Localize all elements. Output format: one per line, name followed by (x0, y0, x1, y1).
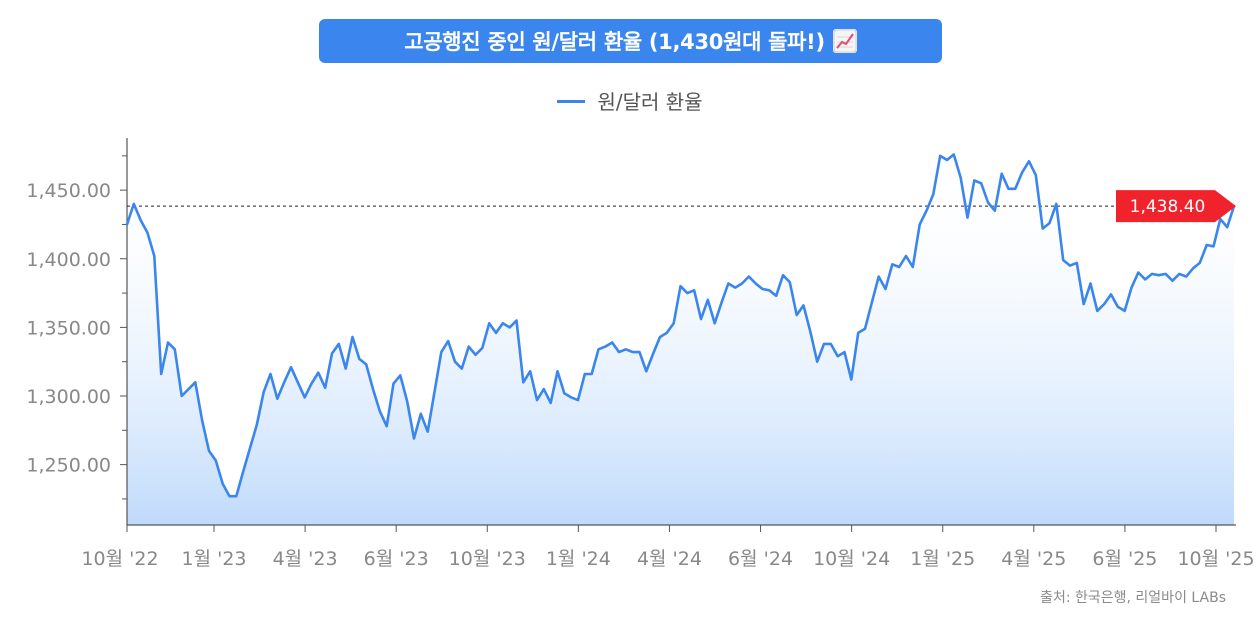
area-fill (127, 154, 1234, 525)
y-tick-label: 1,300.00 (26, 386, 111, 408)
y-tick-label: 1,250.00 (26, 455, 111, 477)
chart-title-box: 고공행진 중인 원/달러 환율 (1,430원대 돌파!) (319, 19, 942, 63)
x-tick-label: 6월 '23 (364, 548, 429, 570)
y-tick-label: 1,350.00 (26, 317, 111, 339)
chart-legend: 원/달러 환율 (0, 86, 1260, 115)
x-tick-label: 1월 '24 (546, 548, 611, 570)
chart-increasing-icon (832, 29, 857, 53)
x-tick-label: 10월 '24 (813, 548, 890, 570)
legend-swatch (557, 100, 586, 103)
x-tick-label: 1월 '23 (181, 548, 246, 570)
x-tick-label: 10월 '25 (1177, 548, 1254, 570)
current-value-badge (1116, 190, 1236, 223)
source-note: 출처: 한국은행, 리얼바이 LABs (1040, 590, 1226, 606)
x-tick-label: 4월 '24 (637, 548, 702, 570)
legend-label: 원/달러 환율 (597, 90, 703, 114)
x-tick-label: 4월 '25 (1001, 548, 1066, 570)
y-tick-label: 1,450.00 (26, 180, 111, 202)
y-tick-label: 1,400.00 (26, 249, 111, 271)
y-ticks: 1,250.00 1,300.00 1,350.00 1,400.00 1,450.00 (26, 155, 127, 500)
x-tick-label: 6월 '25 (1092, 548, 1157, 570)
current-value-label: 1,438.40 (1130, 197, 1206, 217)
series-line-krw-usd (125, 153, 1236, 498)
x-tick-label: 4월 '23 (273, 548, 338, 570)
x-tick-label: 6월 '24 (728, 548, 793, 570)
x-tick-label: 10월 '23 (449, 548, 526, 570)
x-tick-label: 10월 '22 (81, 548, 158, 570)
x-ticks: 10월 '22 1월 '23 4월 '23 6월 '23 10월 '23 1월 '24 4월… (81, 525, 1255, 570)
chart-title: 고공행진 중인 원/달러 환율 (1,430원대 돌파!) (404, 30, 825, 54)
x-tick-label: 1월 '25 (910, 548, 975, 570)
